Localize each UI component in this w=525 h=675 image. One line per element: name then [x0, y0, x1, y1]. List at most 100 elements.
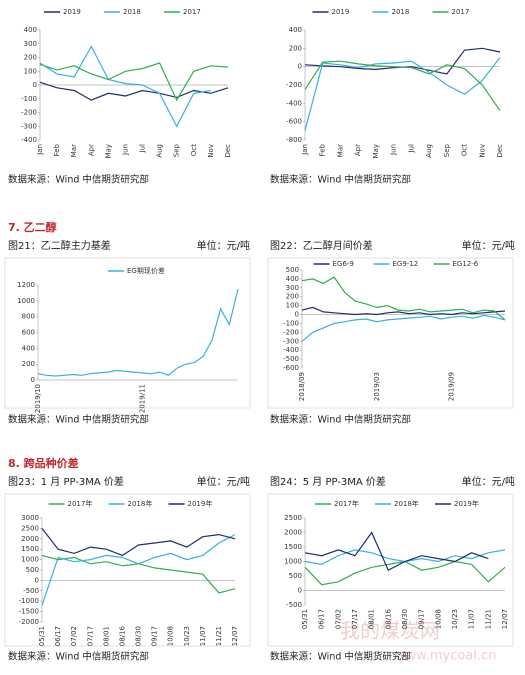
x-tick-label: 08/30: [135, 626, 143, 646]
chart-source: 数据来源：Wind 中信期货研究部: [270, 651, 411, 663]
legend-label: 2017: [183, 8, 201, 16]
legend-label: 2018年: [394, 499, 419, 508]
series-line: [39, 81, 229, 101]
x-tick-label: 07/17: [86, 626, 94, 646]
series-line: [41, 528, 236, 557]
x-tick-label: Feb: [53, 143, 61, 156]
y-tick-label: 200: [22, 360, 35, 368]
x-tick-label: 06/17: [54, 626, 62, 646]
x-tick-label: 11/07: [468, 609, 476, 629]
x-tick-label: Jul: [139, 144, 147, 154]
x-tick-label: 09/17: [151, 626, 159, 646]
x-tick-label: 08/16: [384, 608, 392, 629]
x-tick-label: 11/21: [484, 609, 492, 629]
y-tick-label: -200: [283, 328, 299, 336]
y-tick-label: 800: [22, 313, 35, 321]
x-tick-label: Nov: [207, 144, 215, 158]
chart-title: 图24：5 月 PP-3MA 价差: [270, 475, 386, 488]
x-tick-label: Oct: [190, 144, 198, 156]
x-tick-label: Mar: [70, 144, 78, 157]
x-tick-label: 11/21: [215, 626, 223, 646]
legend-label: 2019年: [454, 499, 479, 508]
x-tick-label: Dec: [496, 144, 504, 158]
y-tick-label: -300: [283, 337, 299, 345]
legend-label: 2018: [392, 8, 410, 16]
chart-frame: [267, 257, 514, 409]
y-tick-label: -300: [21, 122, 37, 130]
series-line: [37, 288, 239, 377]
x-tick-label: Dec: [224, 144, 232, 158]
chart-source: 数据来源：Wind 中信期货研究部: [270, 414, 411, 426]
y-tick-label: -1500: [19, 608, 39, 616]
series-line: [304, 560, 506, 586]
x-tick-label: 07/02: [70, 626, 78, 646]
x-tick-label: Sep: [443, 143, 451, 157]
section-heading: 8. 跨品种价差: [8, 456, 79, 470]
x-tick-label: May: [104, 144, 112, 158]
legend-label: EG期现价差: [127, 266, 165, 275]
legend-label: 2018: [123, 8, 141, 16]
x-tick-label: Sep: [173, 143, 181, 157]
legend-label: 2019: [63, 8, 81, 16]
y-tick-label: -600: [283, 364, 299, 372]
y-tick-label: -600: [286, 118, 302, 126]
series-line: [301, 276, 506, 321]
x-tick-label: 08/01: [368, 609, 376, 629]
y-tick-label: -500: [23, 587, 39, 595]
chart-title: 图23：1 月 PP-3MA 价差: [8, 475, 124, 488]
legend-label: EG12-6: [453, 260, 479, 268]
y-tick-label: 0: [298, 63, 302, 71]
x-tick-label: 2019/03: [373, 372, 381, 401]
legend-label: EG6-9: [333, 260, 354, 268]
chart-unit: 单位：元/吨: [462, 475, 515, 488]
y-tick-label: -400: [283, 346, 299, 354]
y-tick-label: 1200: [17, 281, 35, 289]
y-tick-label: 500: [289, 572, 302, 580]
series-line: [304, 60, 501, 112]
series-line: [304, 549, 506, 566]
x-tick-label: May: [372, 144, 380, 158]
y-tick-label: -100: [21, 95, 37, 103]
chart-source: 数据来源：Wind 中信期货研究部: [270, 174, 411, 186]
series-line: [39, 45, 211, 128]
x-tick-label: 2018/09: [298, 372, 306, 401]
y-tick-label: 0: [298, 587, 302, 595]
chart-unit: 单位：元/吨: [197, 239, 250, 252]
x-tick-label: Jan: [301, 144, 309, 156]
series-line: [41, 534, 236, 606]
x-tick-label: 08/30: [401, 609, 409, 629]
y-tick-label: 2500: [284, 514, 302, 522]
x-tick-label: 07/02: [334, 609, 342, 629]
y-tick-label: 100: [286, 302, 299, 310]
y-tick-label: 1000: [17, 297, 35, 305]
chart-title: 图21：乙二醇主力基差: [8, 239, 111, 252]
y-tick-label: 0: [31, 376, 35, 384]
y-tick-label: 1000: [21, 556, 39, 564]
y-tick-label: -1000: [19, 597, 39, 605]
y-tick-label: -200: [21, 109, 37, 117]
x-tick-label: 10/08: [434, 609, 442, 629]
x-tick-label: Jun: [390, 144, 398, 156]
y-tick-label: 3000: [21, 514, 39, 522]
section-heading: 7. 乙二醇: [8, 220, 57, 234]
series-line: [39, 62, 229, 102]
chart-source: 数据来源：Wind 中信期货研究部: [8, 651, 149, 663]
watermark: 我的煤炭网: [340, 619, 440, 643]
legend-label: 2017年: [68, 499, 93, 508]
y-tick-label: 300: [24, 40, 37, 48]
y-tick-label: 2500: [21, 524, 39, 532]
x-tick-label: 12/07: [501, 609, 509, 629]
chart-title: 图22：乙二醇月间价差: [270, 239, 373, 252]
x-tick-label: Mar: [336, 144, 344, 157]
series-line: [304, 531, 489, 572]
chart-source: 数据来源：Wind 中信期货研究部: [8, 414, 149, 426]
series-line: [301, 306, 506, 316]
y-tick-label: -400: [286, 99, 302, 107]
x-tick-label: 09/17: [418, 609, 426, 629]
y-tick-label: 1500: [21, 545, 39, 553]
legend-label: 2018年: [128, 499, 153, 508]
legend-label: 2017: [452, 8, 470, 16]
x-tick-label: 07/17: [351, 609, 359, 629]
y-tick-label: 2000: [284, 529, 302, 537]
